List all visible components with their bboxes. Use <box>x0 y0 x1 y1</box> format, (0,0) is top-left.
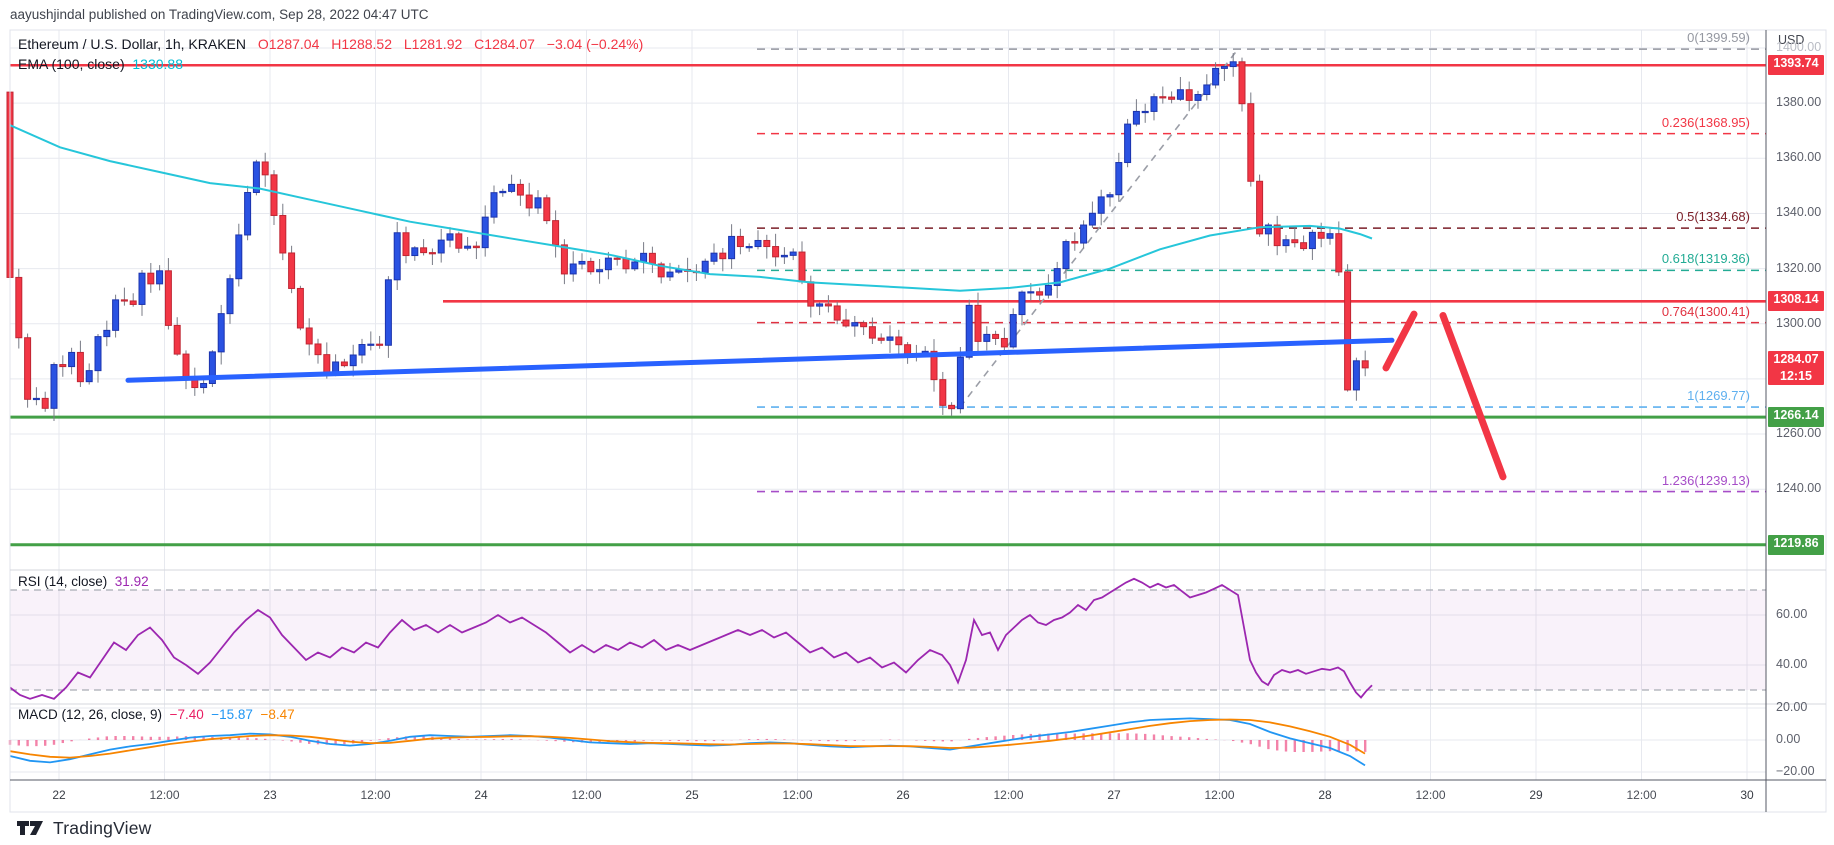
time-tick-label: 30 <box>1740 788 1754 802</box>
time-axis[interactable]: 22 12:00 23 12:00 24 12:00 25 12:00 26 12:00 27 12:… <box>10 780 1826 812</box>
rsi-line <box>9 577 1373 700</box>
support-trendline <box>125 337 1395 383</box>
arrow-down-annotation <box>1439 311 1507 481</box>
macd-signal-value: −8.47 <box>260 707 295 722</box>
support-price-badge: 1219.86 <box>1768 534 1824 555</box>
publisher-line: aayushjindal published on TradingView.co… <box>10 7 429 22</box>
ema-legend-row[interactable]: EMA (100, close) 1330.88 <box>18 56 183 72</box>
price-tick-label: 1340.00 <box>1776 205 1822 220</box>
macd-tick-label: 0.00 <box>1776 732 1801 746</box>
rsi-band <box>10 589 1766 691</box>
time-tick-label: 12:00 <box>1626 788 1657 802</box>
time-tick-label: 23 <box>263 788 277 802</box>
macd-label: MACD (12, 26, close, 9) <box>18 707 163 722</box>
price-tick-label: 1400.00 <box>1776 40 1822 54</box>
ohlc-low: L1281.92 <box>403 36 463 52</box>
price-tick-label: 1380.00 <box>1776 95 1822 110</box>
macd-tick-label: 20.00 <box>1776 700 1808 714</box>
macd-signal-line <box>9 718 1366 759</box>
time-tick-label: 12:00 <box>782 788 813 802</box>
ema-line <box>9 124 1373 292</box>
bar-countdown: 12:15 <box>1780 368 1812 383</box>
rsi-tick-label: 60.00 <box>1776 607 1808 621</box>
time-tick-label: 12:00 <box>149 788 180 802</box>
rsi-legend-row[interactable]: RSI (14, close) 31.92 <box>18 574 149 589</box>
arrow-up-annotation <box>1382 310 1418 372</box>
price-tick-label: 1260.00 <box>1776 426 1822 441</box>
tradingview-brand-text: TradingView <box>53 817 152 838</box>
time-tick-label: 12:00 <box>993 788 1024 802</box>
time-tick-label: 29 <box>1529 788 1543 802</box>
support-price-badge: 1266.14 <box>1768 407 1824 428</box>
rsi-value: 31.92 <box>114 574 149 589</box>
fib-level-label: 0.236(1368.95) <box>1661 114 1750 130</box>
time-tick-label: 12:00 <box>360 788 391 802</box>
fib-level-label: 0.618(1319.36) <box>1661 251 1750 267</box>
time-tick-label: 25 <box>685 788 699 802</box>
price-axis[interactable]: 1400.00 1380.00 1360.00 1340.00 1320.00 1300.… <box>1766 30 1834 780</box>
time-tick-label: 26 <box>896 788 910 802</box>
time-tick-label: 12:00 <box>571 788 602 802</box>
last-price-badge: 1284.07 12:15 <box>1768 350 1824 385</box>
fib-guide-trendline <box>959 48 1239 408</box>
tradingview-logo-icon <box>17 821 43 835</box>
macd-line-value: −15.87 <box>211 707 253 722</box>
macd-tick-label: −20.00 <box>1776 764 1815 778</box>
fib-level-label: 0.5(1334.68) <box>1676 209 1750 225</box>
macd-hist-value: −7.40 <box>169 707 204 722</box>
symbol-legend-row[interactable]: Ethereum / U.S. Dollar, 1h, KRAKEN O1287… <box>18 36 643 52</box>
price-tick-label: 1320.00 <box>1776 260 1822 275</box>
macd-line <box>9 717 1366 767</box>
time-tick-label: 24 <box>474 788 488 802</box>
rsi-label: RSI (14, close) <box>18 574 108 589</box>
chart-pan-area[interactable] <box>10 30 1766 780</box>
fib-level-label: 0.764(1300.41) <box>1661 303 1750 319</box>
rsi-tick-label: 40.00 <box>1776 657 1808 671</box>
gridlines <box>10 30 1766 780</box>
resistance-price-badge: 1308.14 <box>1768 291 1824 312</box>
tradingview-attribution[interactable]: TradingView <box>16 816 152 840</box>
macd-legend-row[interactable]: MACD (12, 26, close, 9) −7.40 −15.87 −8.… <box>18 707 295 722</box>
ohlc-open: O1287.04 <box>257 36 320 52</box>
horizontal-level-lines <box>10 63 1766 547</box>
ohlc-high: H1288.52 <box>331 36 392 52</box>
price-tick-label: 1240.00 <box>1776 481 1822 496</box>
ema-value: 1330.88 <box>132 56 183 72</box>
axis-currency-label: USD <box>1778 33 1805 47</box>
ohlc-close: C1284.07 <box>474 36 535 52</box>
time-tick-label: 22 <box>52 788 66 802</box>
ema-label: EMA (100, close) <box>18 56 125 72</box>
fib-level-label: 0(1399.59) <box>1687 30 1750 46</box>
time-tick-label: 12:00 <box>1415 788 1446 802</box>
price-tick-label: 1360.00 <box>1776 150 1822 165</box>
chart-frame <box>9 29 1827 813</box>
candlestick-series <box>6 53 1369 421</box>
fib-level-label: 1(1269.77) <box>1687 388 1750 404</box>
time-tick-label: 12:00 <box>1204 788 1235 802</box>
symbol-title: Ethereum / U.S. Dollar, 1h, KRAKEN <box>18 36 246 52</box>
price-tick-label: 1300.00 <box>1776 315 1822 330</box>
change-value: −3.04 (−0.24%) <box>546 36 644 52</box>
time-tick-label: 27 <box>1107 788 1121 802</box>
fib-level-label: 1.236(1239.13) <box>1661 472 1750 488</box>
resistance-price-badge: 1393.74 <box>1768 55 1824 76</box>
time-tick-label: 28 <box>1318 788 1332 802</box>
